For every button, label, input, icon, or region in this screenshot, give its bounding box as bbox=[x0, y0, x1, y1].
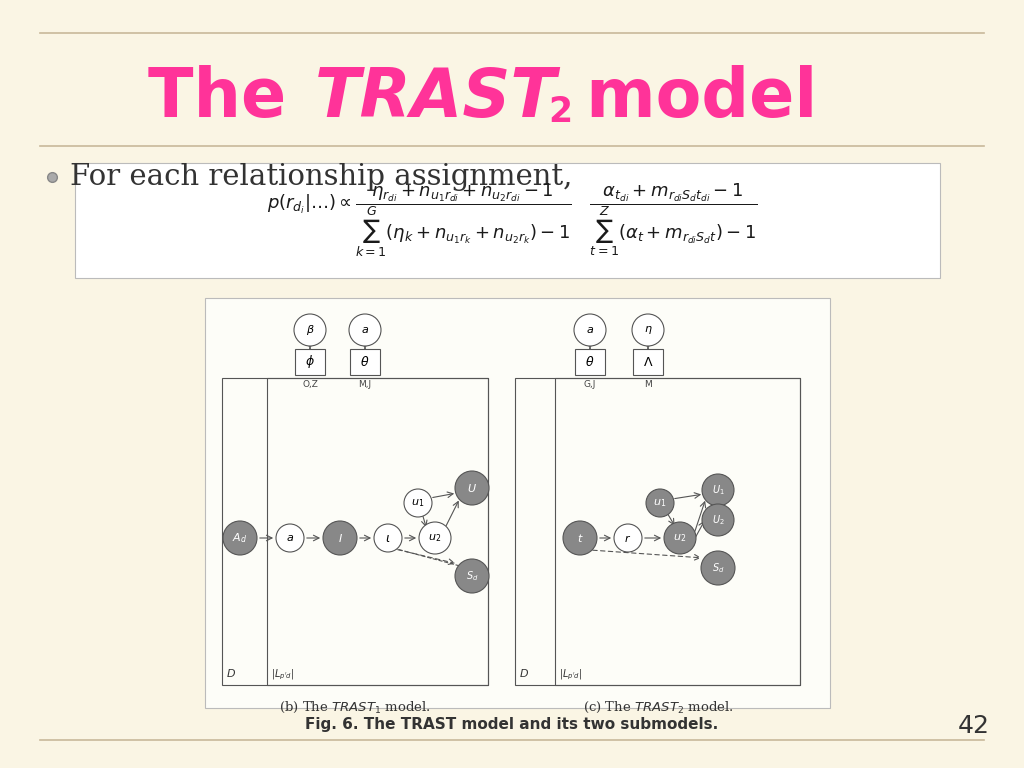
Circle shape bbox=[701, 551, 735, 585]
Circle shape bbox=[646, 489, 674, 517]
Bar bbox=[515, 378, 800, 685]
Text: $A_d$: $A_d$ bbox=[232, 531, 248, 545]
Text: M: M bbox=[644, 380, 652, 389]
Text: $\Lambda$: $\Lambda$ bbox=[643, 356, 653, 369]
Bar bbox=[295, 349, 325, 375]
Bar bbox=[633, 349, 663, 375]
Text: $S_d$: $S_d$ bbox=[466, 569, 478, 583]
Text: $D$: $D$ bbox=[226, 667, 236, 679]
Text: $u_1$: $u_1$ bbox=[653, 497, 667, 509]
Circle shape bbox=[455, 559, 489, 593]
Bar bbox=[75, 163, 940, 278]
Text: $\iota$: $\iota$ bbox=[385, 531, 391, 545]
Circle shape bbox=[614, 524, 642, 552]
Text: $t$: $t$ bbox=[577, 532, 584, 544]
Circle shape bbox=[419, 522, 451, 554]
Text: $u_2$: $u_2$ bbox=[674, 532, 687, 544]
Text: $p(r_{d_i}|\ldots) \propto \dfrac{\eta_{r_{di}} + n_{u_1 r_{di}} + n_{u_2 r_{di}: $p(r_{d_i}|\ldots) \propto \dfrac{\eta_{… bbox=[266, 182, 758, 260]
Text: $S_d$: $S_d$ bbox=[712, 561, 724, 575]
Text: $a$: $a$ bbox=[586, 325, 594, 335]
Circle shape bbox=[702, 474, 734, 506]
Circle shape bbox=[574, 314, 606, 346]
Text: $U$: $U$ bbox=[467, 482, 477, 494]
Circle shape bbox=[323, 521, 357, 555]
Text: $u_1$: $u_1$ bbox=[412, 497, 425, 509]
Circle shape bbox=[632, 314, 664, 346]
Bar bbox=[350, 349, 380, 375]
Text: 2: 2 bbox=[548, 95, 572, 129]
Bar bbox=[555, 378, 800, 685]
Text: $U_2$: $U_2$ bbox=[712, 513, 724, 527]
Circle shape bbox=[276, 524, 304, 552]
Text: Fig. 6. The TRAST model and its two submodels.: Fig. 6. The TRAST model and its two subm… bbox=[305, 717, 719, 731]
Bar bbox=[267, 378, 488, 685]
Text: $\theta$: $\theta$ bbox=[586, 355, 595, 369]
Text: model: model bbox=[563, 65, 817, 131]
Circle shape bbox=[455, 471, 489, 505]
Circle shape bbox=[223, 521, 257, 555]
Circle shape bbox=[349, 314, 381, 346]
Text: G,J: G,J bbox=[584, 380, 596, 389]
Circle shape bbox=[563, 521, 597, 555]
Text: The: The bbox=[148, 65, 310, 131]
Text: TRAST: TRAST bbox=[315, 65, 557, 131]
Bar bbox=[205, 298, 830, 708]
Text: For each relationship assignment,: For each relationship assignment, bbox=[70, 163, 572, 191]
Text: M,J: M,J bbox=[358, 380, 372, 389]
Text: $D$: $D$ bbox=[519, 667, 529, 679]
Circle shape bbox=[294, 314, 326, 346]
Text: $|L_{p^{\prime}d}|$: $|L_{p^{\prime}d}|$ bbox=[559, 667, 583, 682]
Circle shape bbox=[702, 504, 734, 536]
Text: $\eta$: $\eta$ bbox=[644, 324, 652, 336]
Text: 42: 42 bbox=[958, 714, 990, 738]
Text: $r$: $r$ bbox=[625, 532, 632, 544]
Bar bbox=[222, 378, 488, 685]
Text: $I$: $I$ bbox=[338, 532, 342, 544]
Circle shape bbox=[404, 489, 432, 517]
Text: $|L_{p^{\prime}d}|$: $|L_{p^{\prime}d}|$ bbox=[271, 667, 295, 682]
Text: (b) The $TRAST_1$ model.: (b) The $TRAST_1$ model. bbox=[280, 700, 431, 715]
Circle shape bbox=[374, 524, 402, 552]
Text: $\beta$: $\beta$ bbox=[305, 323, 314, 337]
Text: $\phi$: $\phi$ bbox=[305, 353, 315, 370]
Text: $a$: $a$ bbox=[361, 325, 369, 335]
Text: (c) The $TRAST_2$ model.: (c) The $TRAST_2$ model. bbox=[583, 700, 733, 715]
Text: $a$: $a$ bbox=[286, 533, 294, 543]
Text: $u_2$: $u_2$ bbox=[428, 532, 441, 544]
Text: O,Z: O,Z bbox=[302, 380, 317, 389]
Text: $U_1$: $U_1$ bbox=[712, 483, 724, 497]
Bar bbox=[575, 349, 605, 375]
Circle shape bbox=[664, 522, 696, 554]
Text: $\theta$: $\theta$ bbox=[360, 355, 370, 369]
